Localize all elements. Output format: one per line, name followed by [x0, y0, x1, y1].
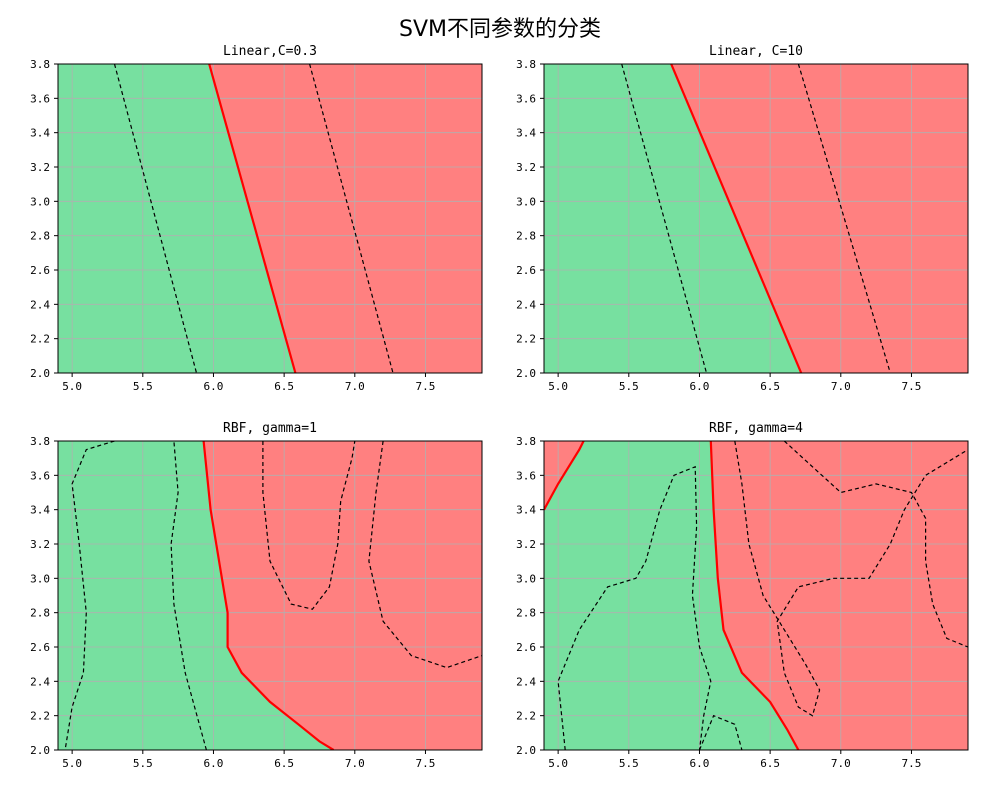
y-tick-label: 3.6 — [30, 92, 50, 105]
margin-line — [698, 714, 743, 750]
y-tick-label: 3.4 — [30, 504, 50, 517]
x-tick-label: 6.0 — [204, 380, 224, 393]
margin-line — [170, 441, 207, 750]
x-tick-label: 7.5 — [416, 380, 436, 393]
subplot-rbf-gamma4: 5.0 5.5 6.0 6.5 7.0 7.5 2.0 2.2 2.4 2.6 2.8 3.0 3.2 3… — [516, 421, 969, 770]
y-tick-label: 2.0 — [516, 744, 536, 757]
subplot-title: RBF, gamma=1 — [223, 421, 317, 436]
subplot-title: Linear, C=10 — [709, 44, 803, 59]
y-tick-label: 3.2 — [30, 161, 50, 174]
y-tick-label: 3.6 — [30, 469, 50, 482]
subplot-linear-c03: 5.0 5.5 6.0 6.5 7.0 7.5 2.0 2.2 2.4 2.6 2.8 3.0 3.2 3… — [30, 44, 483, 393]
y-tick-label: 2.4 — [30, 298, 50, 311]
x-tick-label: 7.5 — [416, 757, 436, 770]
y-tick-label: 2.4 — [516, 298, 536, 311]
margin-line — [797, 64, 891, 373]
x-tick-label: 6.0 — [690, 380, 710, 393]
y-tick-label: 3.8 — [30, 58, 50, 71]
y-tick-label: 3.2 — [516, 538, 536, 551]
y-tick-label: 3.0 — [516, 195, 536, 208]
y-tick-label: 2.2 — [516, 333, 536, 346]
y-tick-label: 2.4 — [516, 675, 536, 688]
y-tick-label: 2.2 — [30, 333, 50, 346]
y-tick-label: 3.4 — [516, 504, 536, 517]
x-tick-label: 6.5 — [760, 380, 780, 393]
y-tick-label: 3.0 — [516, 572, 536, 585]
y-tick-label: 2.0 — [516, 367, 536, 380]
y-tick-label: 2.8 — [30, 607, 50, 620]
y-tick-label: 2.0 — [30, 367, 50, 380]
subplot-title: Linear,C=0.3 — [223, 44, 317, 59]
axes-frame — [57, 440, 483, 751]
margin-line — [734, 441, 968, 717]
y-tick-label: 2.0 — [30, 744, 50, 757]
axes-frame — [543, 63, 969, 374]
y-tick-label: 3.8 — [30, 435, 50, 448]
margin-line — [621, 64, 708, 373]
x-tick-label: 7.5 — [902, 757, 922, 770]
x-tick-label: 5.5 — [133, 757, 153, 770]
subplot-rbf-gamma1: 5.0 5.5 6.0 6.5 7.0 7.5 2.0 2.2 2.4 2.6 2.8 3.0 3.2 3… — [30, 421, 483, 770]
margin-line — [783, 441, 968, 648]
margin-line — [557, 465, 712, 750]
axes-frame — [543, 440, 969, 751]
margin-line — [113, 64, 198, 373]
x-tick-label: 6.5 — [274, 757, 294, 770]
margin-line — [262, 441, 356, 610]
subplot-title: RBF, gamma=4 — [709, 421, 803, 436]
x-tick-label: 5.5 — [133, 380, 153, 393]
y-tick-label: 2.2 — [30, 710, 50, 723]
x-tick-label: 7.0 — [831, 757, 851, 770]
region-class0 — [544, 64, 802, 373]
region-class0 — [544, 441, 799, 750]
x-tick-label: 6.5 — [274, 380, 294, 393]
x-tick-label: 5.0 — [62, 380, 82, 393]
x-tick-label: 7.0 — [831, 380, 851, 393]
y-tick-label: 2.6 — [30, 264, 50, 277]
decision-boundary — [202, 441, 335, 750]
y-tick-label: 3.0 — [30, 572, 50, 585]
margin-line — [64, 441, 115, 750]
region-class0 — [58, 441, 334, 750]
y-tick-label: 3.2 — [516, 161, 536, 174]
x-tick-label: 5.0 — [548, 380, 568, 393]
y-tick-label: 3.4 — [30, 127, 50, 140]
y-tick-label: 2.2 — [516, 710, 536, 723]
x-tick-label: 6.5 — [760, 757, 780, 770]
decision-boundary — [709, 441, 800, 750]
margin-line — [309, 64, 394, 373]
x-tick-label: 7.5 — [902, 380, 922, 393]
y-tick-label: 3.4 — [516, 127, 536, 140]
decision-boundary — [670, 64, 803, 373]
y-tick-label: 2.6 — [516, 641, 536, 654]
x-tick-label: 6.0 — [690, 757, 710, 770]
x-tick-label: 7.0 — [345, 757, 365, 770]
y-tick-label: 3.8 — [516, 58, 536, 71]
region-class0 — [58, 64, 296, 373]
y-tick-label: 2.8 — [516, 607, 536, 620]
y-tick-label: 3.2 — [30, 538, 50, 551]
x-tick-label: 5.0 — [548, 757, 568, 770]
y-tick-label: 2.8 — [30, 230, 50, 243]
x-tick-label: 6.0 — [204, 757, 224, 770]
x-tick-label: 5.0 — [62, 757, 82, 770]
y-tick-label: 2.4 — [30, 675, 50, 688]
subplot-linear-c10: 5.0 5.5 6.0 6.5 7.0 7.5 2.0 2.2 2.4 2.6 2.8 3.0 3.2 3… — [516, 44, 969, 393]
figure-title: SVM不同参数的分类 — [399, 17, 601, 42]
x-tick-label: 7.0 — [345, 380, 365, 393]
y-tick-label: 3.8 — [516, 435, 536, 448]
y-tick-label: 2.8 — [516, 230, 536, 243]
x-tick-label: 5.5 — [619, 757, 639, 770]
margin-line — [368, 441, 482, 669]
y-tick-label: 2.6 — [30, 641, 50, 654]
axes-frame — [57, 63, 483, 374]
decision-boundary-secondary — [544, 441, 585, 511]
y-tick-label: 3.6 — [516, 469, 536, 482]
y-tick-label: 3.0 — [30, 195, 50, 208]
y-tick-label: 3.6 — [516, 92, 536, 105]
decision-boundary — [208, 64, 297, 373]
x-tick-label: 5.5 — [619, 380, 639, 393]
y-tick-label: 2.6 — [516, 264, 536, 277]
